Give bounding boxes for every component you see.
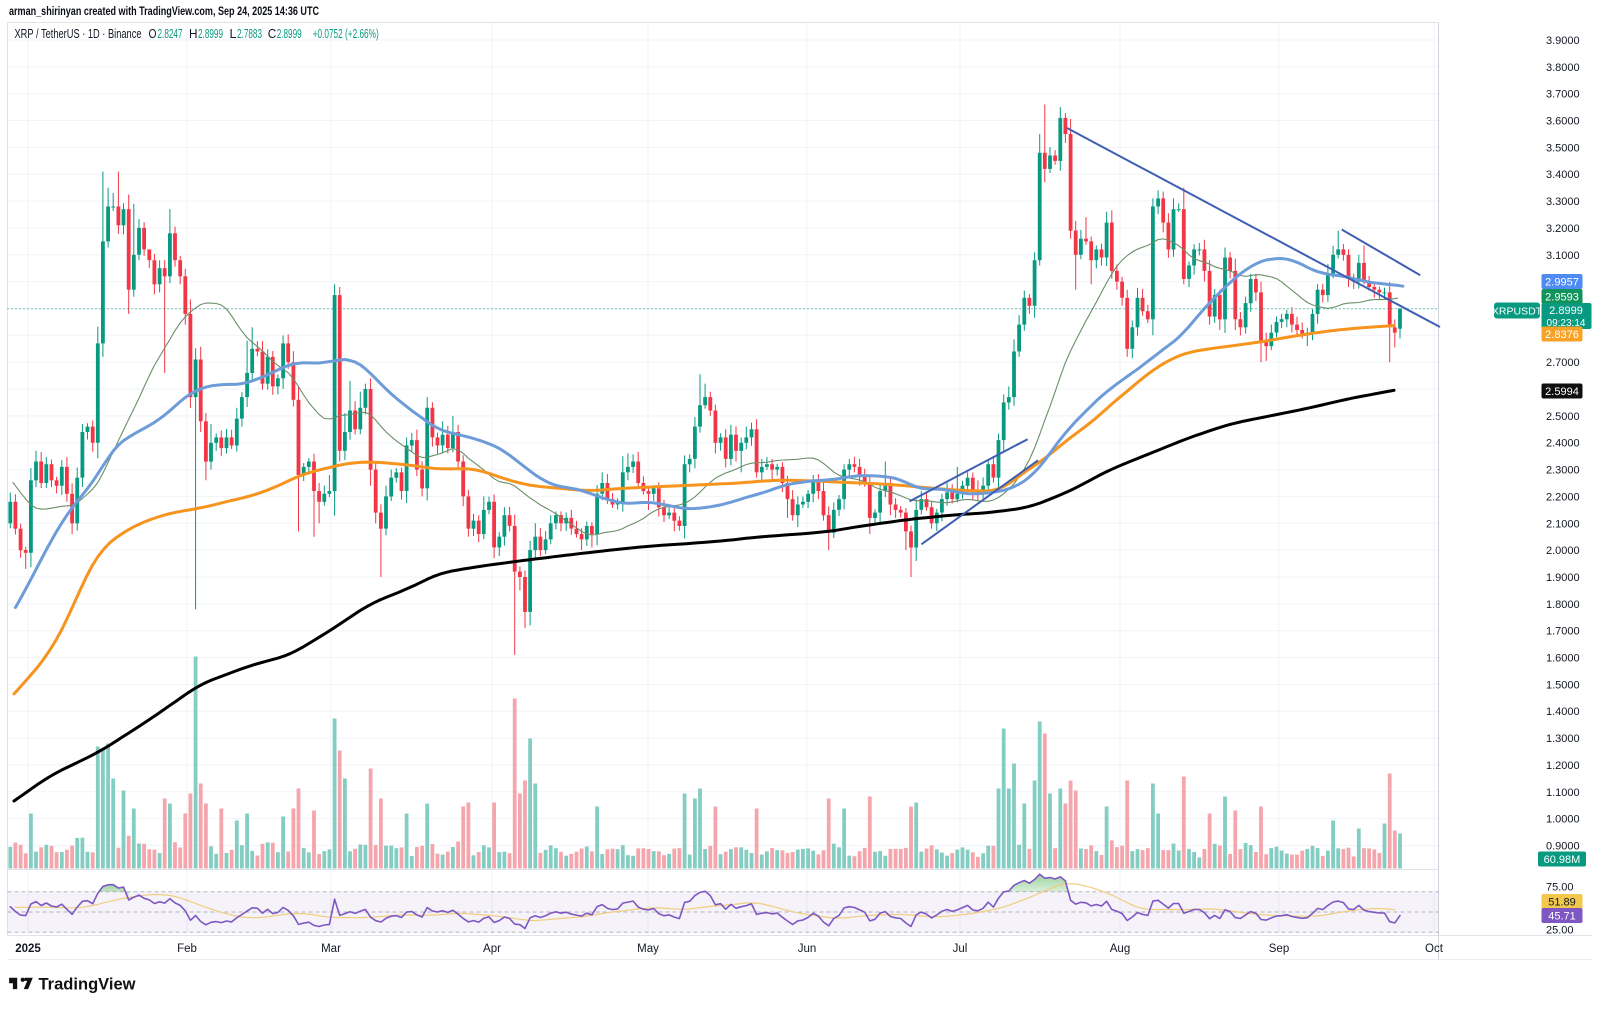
svg-text:3.9000: 3.9000 xyxy=(1546,35,1580,47)
svg-text:2.8999: 2.8999 xyxy=(277,26,302,41)
svg-text:Feb: Feb xyxy=(177,943,197,955)
svg-text:2.9957: 2.9957 xyxy=(1545,277,1579,289)
svg-text:1.9000: 1.9000 xyxy=(1546,572,1580,584)
svg-text:75.00: 75.00 xyxy=(1546,882,1574,894)
svg-text:3.2000: 3.2000 xyxy=(1546,223,1580,235)
svg-text:2.7000: 2.7000 xyxy=(1546,357,1580,369)
svg-text:2.1000: 2.1000 xyxy=(1546,518,1580,530)
svg-text:2.5000: 2.5000 xyxy=(1546,411,1580,423)
svg-text:H: H xyxy=(189,26,198,41)
svg-text:3.8000: 3.8000 xyxy=(1546,62,1580,74)
svg-text:2.8247: 2.8247 xyxy=(158,26,183,41)
svg-text:0.9000: 0.9000 xyxy=(1546,841,1580,853)
svg-text:Jun: Jun xyxy=(798,943,817,955)
svg-text:2.4000: 2.4000 xyxy=(1546,438,1580,450)
svg-text:2.3000: 2.3000 xyxy=(1546,465,1580,477)
svg-text:+0.0752 (+2.66%): +0.0752 (+2.66%) xyxy=(313,26,379,41)
svg-text:1.3000: 1.3000 xyxy=(1546,733,1580,745)
svg-text:51.89: 51.89 xyxy=(1548,897,1576,909)
svg-text:09:23:14: 09:23:14 xyxy=(1547,318,1586,329)
svg-text:1.2000: 1.2000 xyxy=(1546,760,1580,772)
svg-text:Apr: Apr xyxy=(483,943,501,955)
svg-text:C: C xyxy=(268,26,277,41)
svg-text:May: May xyxy=(637,943,659,955)
svg-text:1.7000: 1.7000 xyxy=(1546,626,1580,638)
svg-text:2.9593: 2.9593 xyxy=(1545,292,1579,304)
svg-text:3.3000: 3.3000 xyxy=(1546,196,1580,208)
svg-text:O: O xyxy=(149,26,157,41)
svg-text:2.8999: 2.8999 xyxy=(1549,305,1583,317)
svg-text:2.0000: 2.0000 xyxy=(1546,545,1580,557)
svg-text:3.6000: 3.6000 xyxy=(1546,116,1580,128)
svg-text:60.98M: 60.98M xyxy=(1544,854,1581,866)
svg-text:1.1000: 1.1000 xyxy=(1546,787,1580,799)
svg-text:2.8999: 2.8999 xyxy=(198,26,223,41)
svg-text:3.1000: 3.1000 xyxy=(1546,250,1580,262)
svg-text:1.5000: 1.5000 xyxy=(1546,679,1580,691)
svg-text:3.4000: 3.4000 xyxy=(1546,169,1580,181)
svg-text:Mar: Mar xyxy=(321,943,341,955)
svg-text:TradingView: TradingView xyxy=(39,976,136,994)
svg-text:2.7883: 2.7883 xyxy=(237,26,262,41)
svg-text:Jul: Jul xyxy=(953,943,968,955)
svg-text:XRP / TetherUS · 1D · Binance: XRP / TetherUS · 1D · Binance xyxy=(15,26,142,41)
svg-text:1.4000: 1.4000 xyxy=(1546,706,1580,718)
svg-text:Oct: Oct xyxy=(1425,943,1444,955)
svg-text:25.00: 25.00 xyxy=(1546,925,1574,937)
svg-text:XRPUSDT: XRPUSDT xyxy=(1492,306,1543,318)
svg-text:2025: 2025 xyxy=(15,943,41,955)
svg-text:arman_shirinyan created with T: arman_shirinyan created with TradingView… xyxy=(9,4,319,18)
svg-text:45.71: 45.71 xyxy=(1548,911,1576,923)
svg-text:1.6000: 1.6000 xyxy=(1546,653,1580,665)
svg-text:2.8376: 2.8376 xyxy=(1545,329,1579,341)
svg-text:3.5000: 3.5000 xyxy=(1546,142,1580,154)
svg-text:L: L xyxy=(230,26,237,41)
svg-text:Sep: Sep xyxy=(1269,943,1289,955)
svg-text:1.0000: 1.0000 xyxy=(1546,814,1580,826)
svg-text:1.8000: 1.8000 xyxy=(1546,599,1580,611)
svg-text:Aug: Aug xyxy=(1110,943,1130,955)
svg-text:2.5994: 2.5994 xyxy=(1545,386,1579,398)
svg-text:3.7000: 3.7000 xyxy=(1546,89,1580,101)
svg-text:2.2000: 2.2000 xyxy=(1546,491,1580,503)
